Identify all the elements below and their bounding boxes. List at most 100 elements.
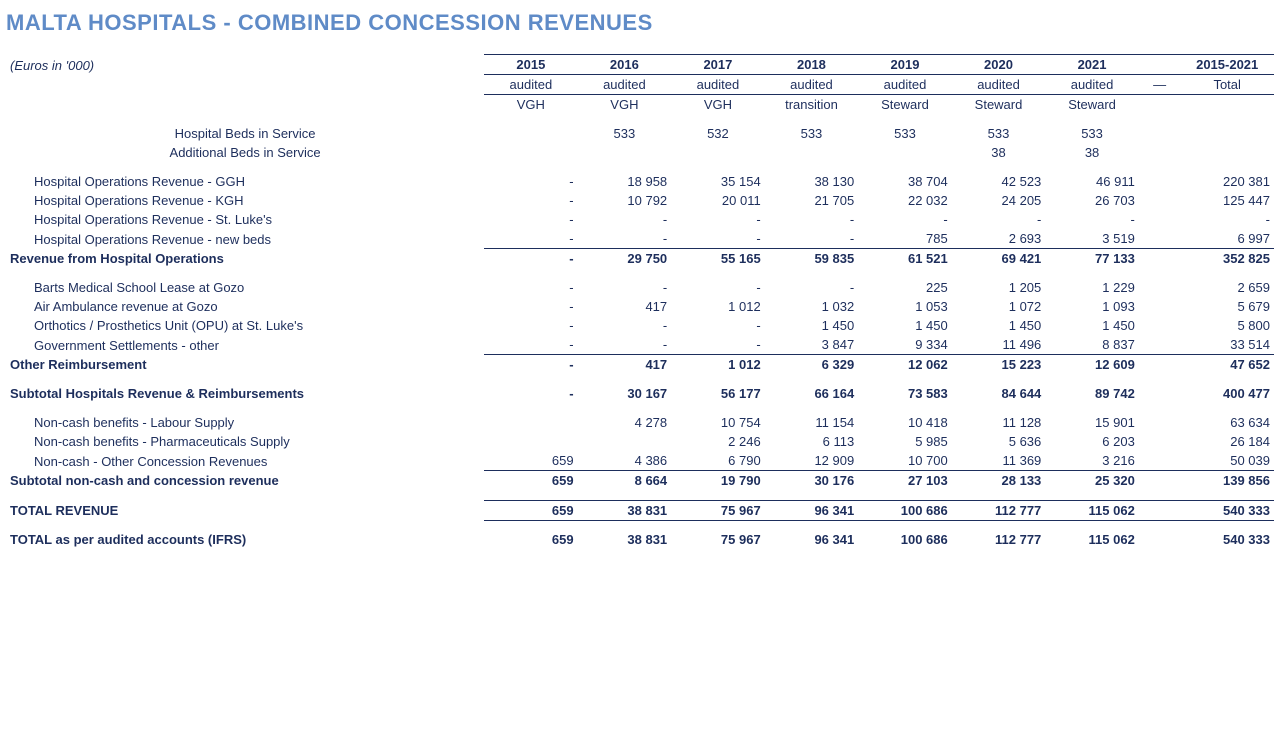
cell — [1139, 413, 1181, 432]
cell: TOTAL REVENUE — [6, 500, 484, 520]
cell: - — [578, 229, 672, 249]
revenue-table: (Euros in '000)2015201620172018201920202… — [6, 54, 1274, 549]
cell: 6 203 — [1045, 432, 1139, 451]
cell: 533 — [952, 124, 1046, 143]
cell: - — [484, 229, 578, 249]
cell — [1180, 124, 1274, 143]
cell: 3 847 — [765, 335, 859, 355]
cell: 11 496 — [952, 335, 1046, 355]
cell — [1139, 249, 1181, 269]
cell: 2 659 — [1180, 278, 1274, 297]
cell: 8 837 — [1045, 335, 1139, 355]
cell — [1139, 451, 1181, 471]
cell: 38 130 — [765, 172, 859, 191]
cell — [765, 143, 859, 162]
cell: 5 636 — [952, 432, 1046, 451]
cell: 4 386 — [578, 451, 672, 471]
cell: 89 742 — [1045, 384, 1139, 403]
cell: - — [765, 278, 859, 297]
table-row: Hospital Beds in Service5335325335335335… — [6, 124, 1274, 143]
cell: - — [484, 297, 578, 316]
cell: 540 333 — [1180, 530, 1274, 549]
cell: 1 072 — [952, 297, 1046, 316]
cell: 26 703 — [1045, 191, 1139, 210]
cell: 540 333 — [1180, 500, 1274, 520]
cell: 10 418 — [858, 413, 952, 432]
cell: audited — [952, 75, 1046, 95]
cell: 533 — [1045, 124, 1139, 143]
table-row: Hospital Operations Revenue - new beds--… — [6, 229, 1274, 249]
table-row: Subtotal non-cash and concession revenue… — [6, 471, 1274, 491]
cell: Hospital Operations Revenue - GGH — [6, 172, 484, 191]
cell — [578, 143, 672, 162]
cell: 19 790 — [671, 471, 765, 491]
cell: 112 777 — [952, 500, 1046, 520]
cell — [1139, 143, 1181, 162]
cell: 532 — [671, 124, 765, 143]
cell: 2020 — [952, 55, 1046, 75]
cell — [1139, 432, 1181, 451]
cell: 63 634 — [1180, 413, 1274, 432]
table-row: Barts Medical School Lease at Gozo----22… — [6, 278, 1274, 297]
cell: 59 835 — [765, 249, 859, 269]
table-row: VGHVGHVGHtransitionStewardStewardSteward — [6, 95, 1274, 115]
cell: 533 — [765, 124, 859, 143]
cell: Total — [1180, 75, 1274, 95]
cell: audited — [1045, 75, 1139, 95]
cell: 12 909 — [765, 451, 859, 471]
cell: 659 — [484, 500, 578, 520]
cell: - — [671, 278, 765, 297]
cell: - — [671, 210, 765, 229]
cell: 3 216 — [1045, 451, 1139, 471]
cell — [484, 432, 578, 451]
cell: 77 133 — [1045, 249, 1139, 269]
cell: 4 278 — [578, 413, 672, 432]
table-row: Revenue from Hospital Operations-29 7505… — [6, 249, 1274, 269]
cell: - — [484, 278, 578, 297]
cell — [484, 124, 578, 143]
cell: Hospital Operations Revenue - St. Luke's — [6, 210, 484, 229]
cell: Air Ambulance revenue at Gozo — [6, 297, 484, 316]
cell: 5 679 — [1180, 297, 1274, 316]
cell: 25 320 — [1045, 471, 1139, 491]
cell: 55 165 — [671, 249, 765, 269]
cell — [1139, 355, 1181, 375]
cell: 6 997 — [1180, 229, 1274, 249]
cell: 30 176 — [765, 471, 859, 491]
cell: Steward — [858, 95, 952, 115]
cell: 2015 — [484, 55, 578, 75]
cell: - — [578, 335, 672, 355]
cell: Subtotal non-cash and concession revenue — [6, 471, 484, 491]
cell — [6, 75, 484, 95]
cell: - — [1180, 210, 1274, 229]
cell: 1 450 — [765, 316, 859, 335]
cell: 6 790 — [671, 451, 765, 471]
cell — [578, 432, 672, 451]
cell: 100 686 — [858, 530, 952, 549]
cell: 42 523 — [952, 172, 1046, 191]
cell: 5 800 — [1180, 316, 1274, 335]
table-row: Subtotal Hospitals Revenue & Reimburseme… — [6, 384, 1274, 403]
cell — [1139, 229, 1181, 249]
cell: Hospital Operations Revenue - KGH — [6, 191, 484, 210]
cell: 38 — [1045, 143, 1139, 162]
cell: 417 — [578, 297, 672, 316]
cell — [484, 143, 578, 162]
cell: VGH — [484, 95, 578, 115]
cell: 8 664 — [578, 471, 672, 491]
cell: Steward — [1045, 95, 1139, 115]
cell: TOTAL as per audited accounts (IFRS) — [6, 530, 484, 549]
cell: 20 011 — [671, 191, 765, 210]
cell: 1 450 — [1045, 316, 1139, 335]
cell: 24 205 — [952, 191, 1046, 210]
cell: 112 777 — [952, 530, 1046, 549]
table-row: (Euros in '000)2015201620172018201920202… — [6, 55, 1274, 75]
cell: 12 609 — [1045, 355, 1139, 375]
cell: 38 831 — [578, 530, 672, 549]
cell — [1139, 55, 1181, 75]
cell: Non-cash benefits - Labour Supply — [6, 413, 484, 432]
cell: 225 — [858, 278, 952, 297]
cell — [1180, 95, 1274, 115]
cell: - — [578, 316, 672, 335]
cell: - — [1045, 210, 1139, 229]
